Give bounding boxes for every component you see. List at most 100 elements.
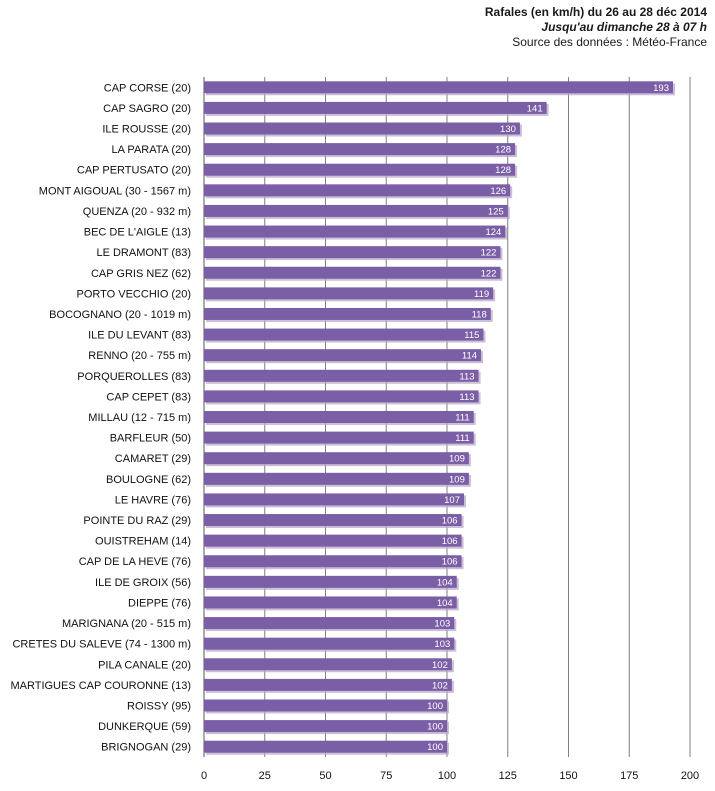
bar-value-label: 128 bbox=[495, 165, 511, 176]
category-label: BOULOGNE (62) bbox=[106, 474, 191, 486]
bar-value-label: 103 bbox=[434, 639, 450, 650]
bar bbox=[204, 411, 474, 423]
bar-value-label: 102 bbox=[432, 680, 448, 691]
category-label: CAMARET (29) bbox=[115, 453, 191, 465]
bar bbox=[204, 534, 462, 547]
category-label: DIEPPE (76) bbox=[128, 597, 191, 609]
category-label: ILE DE GROIX (56) bbox=[95, 577, 191, 589]
bar bbox=[204, 369, 479, 382]
bar bbox=[204, 431, 474, 444]
x-tick-label: 100 bbox=[438, 770, 456, 782]
bar bbox=[204, 204, 508, 217]
bar bbox=[204, 555, 462, 568]
bar bbox=[204, 349, 482, 362]
bar-value-label: 104 bbox=[437, 598, 453, 609]
bar-value-label: 141 bbox=[527, 103, 543, 114]
bar-value-label: 113 bbox=[459, 371, 474, 382]
category-label: CAP DE LA HEVE (76) bbox=[79, 556, 191, 568]
chart-source: Source des données : Météo-France bbox=[512, 35, 707, 49]
bar bbox=[204, 658, 452, 671]
category-label: CAP GRIS NEZ (62) bbox=[91, 268, 191, 280]
bar bbox=[204, 163, 516, 176]
bar-value-label: 100 bbox=[427, 722, 443, 733]
bar bbox=[204, 452, 469, 465]
bar-value-label: 111 bbox=[455, 433, 469, 444]
bar bbox=[204, 328, 484, 341]
bar-value-label: 113 bbox=[459, 392, 474, 403]
category-label: CAP PERTUSATO (20) bbox=[77, 165, 191, 177]
bar-value-label: 106 bbox=[442, 557, 458, 568]
category-label: CAP CORSE (20) bbox=[104, 82, 191, 94]
category-label: MONT AIGOUAL (30 - 1567 m) bbox=[39, 185, 191, 197]
bar bbox=[204, 246, 501, 259]
bar bbox=[204, 617, 455, 630]
bar bbox=[204, 390, 479, 403]
chart-title: Rafales (en km/h) du 26 au 28 déc 2014 bbox=[484, 5, 707, 19]
bar bbox=[204, 225, 506, 238]
bar-value-label: 102 bbox=[432, 660, 448, 671]
category-label: MILLAU (12 - 715 m) bbox=[88, 412, 191, 424]
bar-value-label: 111 bbox=[455, 413, 469, 424]
category-label: RENNO (20 - 755 m) bbox=[88, 350, 191, 362]
bar bbox=[204, 720, 447, 733]
bar-value-label: 109 bbox=[449, 454, 465, 465]
bar bbox=[204, 699, 447, 712]
bar-value-label: 114 bbox=[462, 351, 477, 362]
bar bbox=[204, 575, 457, 588]
category-label: MARTIGUES CAP COURONNE (13) bbox=[10, 680, 191, 692]
category-label: OUISTREHAM (14) bbox=[95, 536, 191, 548]
x-tick-label: 50 bbox=[319, 770, 331, 782]
category-label: BEC DE L'AIGLE (13) bbox=[84, 227, 191, 239]
category-label: BOCOGNANO (20 - 1019 m) bbox=[49, 309, 191, 321]
bar-value-label: 122 bbox=[481, 248, 497, 259]
bar bbox=[204, 101, 547, 114]
bar-value-label: 100 bbox=[427, 701, 443, 712]
bar-value-label: 104 bbox=[437, 577, 453, 588]
bar bbox=[204, 740, 447, 753]
bar-value-label: 119 bbox=[474, 289, 489, 300]
category-label: PORQUEROLLES (83) bbox=[77, 371, 191, 383]
bar bbox=[204, 287, 494, 300]
bar-value-label: 125 bbox=[488, 206, 504, 217]
category-label: LE DRAMONT (83) bbox=[96, 247, 191, 259]
bar bbox=[204, 678, 452, 691]
bar-value-label: 130 bbox=[500, 124, 516, 135]
category-label: ILE DU LEVANT (83) bbox=[88, 330, 191, 342]
bar-value-label: 118 bbox=[472, 309, 487, 320]
bar-value-label: 193 bbox=[653, 83, 669, 94]
category-label: LA PARATA (20) bbox=[112, 144, 191, 156]
chart-header: Rafales (en km/h) du 26 au 28 déc 2014 J… bbox=[485, 5, 707, 50]
bar bbox=[204, 184, 511, 197]
category-label: CAP CEPET (83) bbox=[106, 391, 191, 403]
bar bbox=[204, 472, 469, 485]
bar bbox=[204, 307, 491, 320]
x-tick-label: 75 bbox=[380, 770, 392, 782]
bar-value-label: 103 bbox=[434, 619, 450, 630]
category-label: ILE ROUSSE (20) bbox=[102, 124, 191, 136]
x-tick-label: 125 bbox=[499, 770, 517, 782]
category-labels: CAP CORSE (20) CAP SAGRO (20) ILE ROUSSE (… bbox=[10, 82, 191, 753]
bar-value-label: 122 bbox=[481, 268, 497, 279]
bars: 193 141 130 128 128 126 125 124 122 122 119 118 115 1… bbox=[204, 81, 675, 755]
bar-value-label: 124 bbox=[485, 227, 501, 238]
bar-value-label: 100 bbox=[427, 742, 443, 753]
bar-value-label: 128 bbox=[495, 145, 511, 156]
category-label: PILA CANALE (20) bbox=[98, 659, 191, 671]
bar-value-label: 106 bbox=[442, 516, 458, 527]
bar bbox=[204, 81, 673, 94]
bar bbox=[204, 266, 501, 279]
category-label: POINTE DU RAZ (29) bbox=[83, 515, 191, 527]
bar bbox=[204, 122, 520, 135]
bar bbox=[204, 596, 457, 609]
category-label: CAP SAGRO (20) bbox=[103, 103, 191, 115]
category-label: ROISSY (95) bbox=[127, 700, 191, 712]
category-label: DUNKERQUE (59) bbox=[98, 721, 191, 733]
bar bbox=[204, 143, 516, 156]
bar bbox=[204, 493, 465, 506]
chart-subtitle: Jusqu'au dimanche 28 à 07 h bbox=[541, 20, 707, 34]
x-tick-label: 200 bbox=[681, 770, 699, 782]
category-label: BARFLEUR (50) bbox=[110, 433, 191, 445]
bar bbox=[204, 637, 455, 650]
category-label: BRIGNOGAN (29) bbox=[101, 742, 191, 754]
